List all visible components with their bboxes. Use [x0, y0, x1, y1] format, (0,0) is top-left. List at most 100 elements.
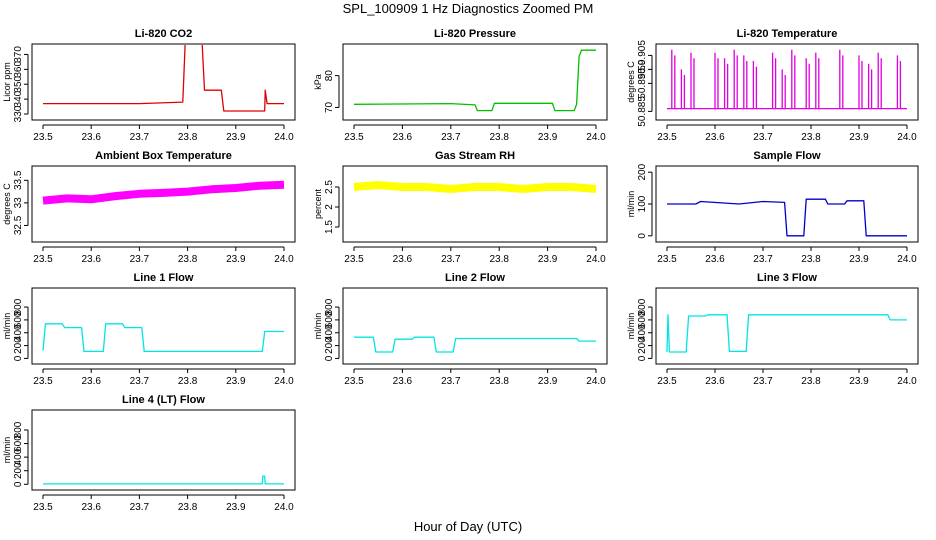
x-tick-label: 24.0 — [274, 132, 294, 143]
x-tick-label: 23.7 — [441, 254, 461, 265]
chart-title: Line 2 Flow — [445, 272, 505, 284]
x-tick-label: 23.7 — [441, 132, 461, 143]
x-tick-label: 23.7 — [441, 376, 461, 387]
x-tick-label: 23.8 — [489, 376, 509, 387]
y-tick-label: 800 — [13, 298, 24, 315]
y-axis-label: ml/min — [2, 313, 12, 340]
x-tick-label: 23.9 — [538, 376, 558, 387]
chart-title: Li-820 Temperature — [737, 28, 838, 40]
y-tick-label: 400 — [13, 324, 24, 341]
x-tick-label: 23.5 — [344, 376, 364, 387]
chart-title: Line 1 Flow — [134, 272, 194, 284]
y-tick-label: 0 — [324, 355, 335, 361]
series-line-1 — [667, 198, 907, 237]
plot-frame — [31, 287, 296, 365]
x-tick-label: 23.7 — [753, 132, 773, 143]
y-tick-label: 200 — [13, 337, 24, 354]
x-tick-label: 23.5 — [344, 254, 364, 265]
y-tick-label: 50.905 — [637, 40, 648, 71]
y-tick-label: 350 — [13, 75, 24, 92]
x-tick-label: 23.8 — [801, 132, 821, 143]
plot-frame — [31, 43, 296, 121]
y-tick-label: 600 — [637, 311, 648, 328]
x-tick-label: 24.0 — [897, 254, 917, 265]
figure-xlabel: Hour of Day (UTC) — [414, 519, 522, 534]
x-tick-label: 24.0 — [586, 254, 606, 265]
x-tick-label: 23.8 — [178, 376, 198, 387]
series-line-1 — [43, 475, 284, 485]
y-tick-label: 2 — [324, 204, 335, 210]
y-tick-label: 1.5 — [324, 220, 335, 234]
y-axis-label: percent — [313, 188, 323, 219]
x-tick-label: 23.5 — [33, 376, 53, 387]
x-tick-label: 24.0 — [586, 132, 606, 143]
x-tick-label: 23.9 — [226, 376, 246, 387]
chart-panel-5: Gas Stream RH percent 23.5 23.6 23.7 23.8 23.9… — [313, 150, 608, 265]
y-tick-label: 50.885 — [637, 96, 648, 127]
series-line-1 — [667, 49, 907, 110]
y-axis-label: kPa — [313, 74, 323, 90]
y-tick-label: 600 — [324, 311, 335, 328]
y-tick-label: 400 — [324, 324, 335, 341]
plot-frame — [655, 43, 919, 121]
chart-panel-1: Li-820 CO2 Licor ppm 23.5 23.6 23.7 23.8 23.9 2… — [2, 28, 296, 143]
x-tick-label: 23.8 — [801, 254, 821, 265]
y-tick-label: 0 — [13, 481, 24, 487]
x-tick-label: 24.0 — [897, 132, 917, 143]
y-tick-label: 33.5 — [13, 170, 24, 190]
figure-title: SPL_100909 1 Hz Diagnostics Zoomed PM — [343, 1, 594, 16]
series-line-1 — [42, 180, 285, 205]
plot-frame — [655, 287, 919, 365]
x-tick-label: 23.8 — [178, 254, 198, 265]
x-tick-label: 24.0 — [274, 502, 294, 513]
chart-title: Gas Stream RH — [435, 150, 515, 162]
x-tick-label: 24.0 — [274, 376, 294, 387]
x-tick-label: 23.6 — [393, 254, 413, 265]
chart-panel-7: Line 1 Flow ml/min 23.5 23.6 23.7 23.8 23.9 24.… — [2, 272, 296, 387]
x-tick-label: 23.8 — [178, 132, 198, 143]
x-tick-label: 23.6 — [81, 376, 101, 387]
x-tick-label: 24.0 — [897, 376, 917, 387]
y-tick-label: 200 — [324, 337, 335, 354]
y-tick-label: 200 — [637, 337, 648, 354]
y-axis-label: ml/min — [313, 313, 323, 340]
y-tick-label: 50.9 — [637, 59, 648, 79]
x-tick-label: 23.6 — [393, 376, 413, 387]
y-tick-label: 200 — [637, 163, 648, 180]
y-tick-label: 800 — [637, 298, 648, 315]
chart-panel-4: Ambient Box Temperature degrees C 23.5 23.6… — [2, 150, 296, 265]
x-tick-label: 24.0 — [274, 254, 294, 265]
y-tick-label: 800 — [324, 298, 335, 315]
x-tick-label: 23.7 — [753, 254, 773, 265]
y-tick-label: 2.5 — [324, 180, 335, 194]
chart-panel-3: Li-820 Temperature degrees C 23.5 23.6 23.7 2… — [626, 28, 919, 143]
x-tick-label: 23.9 — [849, 132, 869, 143]
series-line-1 — [42, 323, 284, 353]
y-tick-label: 400 — [13, 448, 24, 465]
x-tick-label: 23.5 — [657, 254, 677, 265]
plot-frame — [342, 43, 608, 121]
x-tick-label: 23.9 — [538, 254, 558, 265]
x-tick-label: 23.6 — [705, 132, 725, 143]
x-tick-label: 23.6 — [705, 254, 725, 265]
x-tick-label: 23.7 — [130, 502, 150, 513]
x-tick-label: 23.8 — [178, 502, 198, 513]
y-axis-label: degrees C — [2, 183, 12, 225]
x-tick-label: 23.5 — [33, 254, 53, 265]
x-tick-label: 23.5 — [657, 376, 677, 387]
y-tick-label: 600 — [13, 311, 24, 328]
y-tick-label: 330 — [13, 105, 24, 122]
chart-panel-8: Line 2 Flow ml/min 23.5 23.6 23.7 23.8 23.9 24.… — [313, 272, 608, 387]
series-line-1 — [353, 181, 597, 193]
x-tick-label: 23.7 — [130, 376, 150, 387]
series-line-1 — [354, 336, 596, 353]
y-axis-label: ml/min — [626, 191, 636, 218]
y-tick-label: 32.5 — [13, 215, 24, 235]
series-line-1 — [43, 45, 284, 112]
series-line-1 — [666, 314, 907, 353]
x-tick-label: 23.9 — [849, 376, 869, 387]
chart-title: Li-820 Pressure — [434, 28, 516, 40]
y-tick-label: 800 — [13, 421, 24, 438]
x-tick-label: 23.5 — [657, 132, 677, 143]
x-tick-label: 23.6 — [393, 132, 413, 143]
